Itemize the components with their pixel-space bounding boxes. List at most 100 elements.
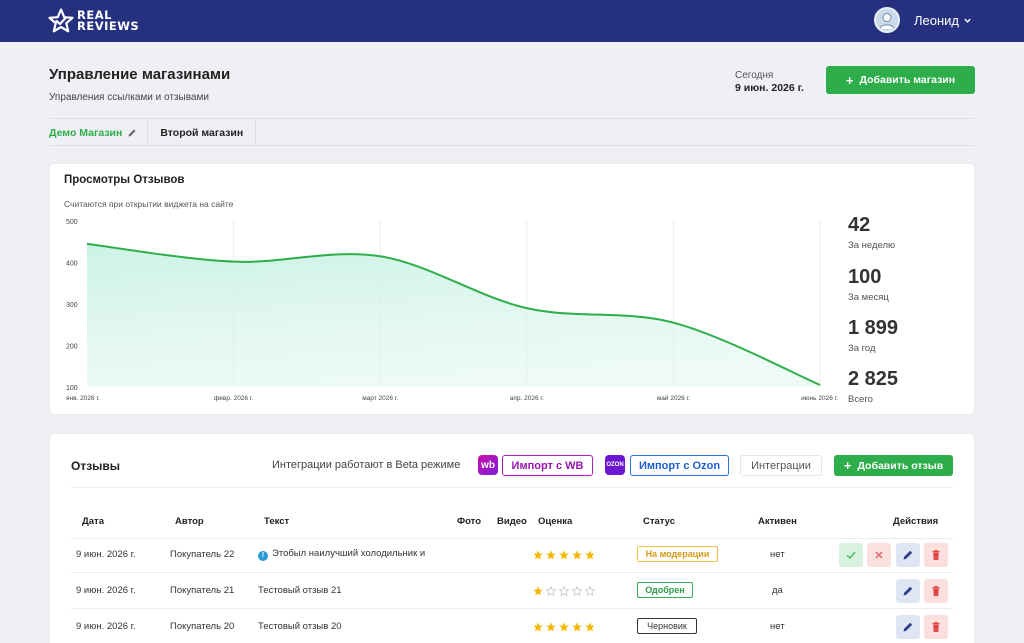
star-empty-icon xyxy=(559,586,569,596)
star-filled-icon xyxy=(546,550,556,560)
row-active: нет xyxy=(770,549,785,560)
row-author: Покупатель 21 xyxy=(170,585,235,596)
plus-icon: + xyxy=(845,72,854,88)
tab-label: Демо Магазин xyxy=(49,126,123,139)
stat-total-value: 2 825 xyxy=(848,368,899,390)
trash-icon xyxy=(932,586,940,596)
stat-month-label: За месяц xyxy=(848,292,889,303)
status-badge: На модерации xyxy=(637,546,718,562)
y-tick-label: 300 xyxy=(66,302,78,309)
row-text[interactable]: ! Этобыл наилучший холодильник и xyxy=(258,548,425,561)
views-card: Просмотры Отзывов Считаются при открытии… xyxy=(50,164,974,414)
stat-week-label: За неделю xyxy=(848,240,896,251)
top-bar: REAL REVIEWS Леонид xyxy=(0,0,1024,42)
col-active[interactable]: Активен xyxy=(758,516,797,527)
check-icon xyxy=(846,551,856,560)
star-filled-icon xyxy=(585,550,595,560)
logo[interactable]: REAL REVIEWS xyxy=(48,8,139,34)
tab-second-store[interactable]: Второй магазин xyxy=(148,119,257,146)
row-active: да xyxy=(772,585,783,596)
row-text[interactable]: Тестовый отзыв 20 xyxy=(258,621,342,632)
reject-button[interactable] xyxy=(867,543,891,567)
views-subtitle: Считаются при открытии виджета на сайте xyxy=(64,199,234,209)
row-divider xyxy=(71,608,953,609)
stat-year-label: За год xyxy=(848,343,876,354)
row-author: Покупатель 20 xyxy=(170,621,235,632)
integrations-button[interactable]: Интеграции xyxy=(740,455,822,476)
star-filled-icon xyxy=(572,550,582,560)
edit-button[interactable] xyxy=(896,543,920,567)
tab-demo-store[interactable]: Демо Магазин xyxy=(49,119,149,146)
plus-icon: + xyxy=(843,458,852,473)
x-tick-label: май 2026 г. xyxy=(657,394,690,402)
status-badge: Одобрен xyxy=(637,582,693,598)
approve-button[interactable] xyxy=(839,543,863,567)
row-divider xyxy=(71,538,953,539)
rating-stars xyxy=(533,622,598,632)
star-filled-icon xyxy=(533,586,543,596)
delete-button[interactable] xyxy=(924,615,948,639)
row-date: 9 июн. 2026 г. xyxy=(76,549,136,560)
trash-icon xyxy=(932,622,940,632)
rating-stars xyxy=(533,586,598,596)
rating-stars xyxy=(533,550,598,560)
avatar xyxy=(873,7,900,33)
x-tick-label: июнь 2026 г. xyxy=(801,395,838,402)
star-logo-icon xyxy=(48,8,74,33)
delete-button[interactable] xyxy=(924,543,948,567)
info-icon[interactable]: ! xyxy=(258,551,268,561)
col-video[interactable]: Видео xyxy=(497,516,527,527)
logo-text: REAL REVIEWS xyxy=(77,8,140,33)
row-text[interactable]: Тестовый отзыв 21 xyxy=(258,585,342,596)
row-date: 9 июн. 2026 г. xyxy=(76,585,136,596)
views-title: Просмотры Отзывов xyxy=(64,174,185,186)
row-date: 9 июн. 2026 г. xyxy=(76,621,136,632)
trash-icon xyxy=(932,550,940,560)
user-menu[interactable]: Леонид xyxy=(873,7,972,33)
star-filled-icon xyxy=(533,622,543,632)
col-status[interactable]: Статус xyxy=(643,516,676,527)
col-photo[interactable]: Фото xyxy=(457,516,482,527)
chevron-down-icon[interactable] xyxy=(963,16,972,25)
today-label: Сегодня xyxy=(735,70,774,81)
user-name[interactable]: Леонид xyxy=(913,12,959,28)
pencil-icon xyxy=(903,586,913,596)
page-subtitle: Управления ссылками и отзывами xyxy=(49,92,209,103)
x-tick-label: март 2026 г. xyxy=(362,395,398,402)
store-tabs: Демо Магазин Второй магазин xyxy=(49,118,975,146)
star-empty-icon xyxy=(585,586,595,596)
row-text-value: Этобыл наилучший холодильник и xyxy=(272,548,426,559)
y-tick-label: 100 xyxy=(66,385,78,392)
star-filled-icon xyxy=(572,622,582,632)
beta-note: Интеграции работают в Beta режиме xyxy=(272,459,461,471)
divider xyxy=(71,487,953,488)
import-wb-button[interactable]: Импорт с WB xyxy=(502,455,593,476)
stat-year-value: 1 899 xyxy=(848,317,899,339)
col-text[interactable]: Текст xyxy=(264,516,290,527)
ozon-logo: OZON xyxy=(605,455,625,475)
stat-week-value: 42 xyxy=(848,214,871,236)
add-store-label: Добавить магазин xyxy=(859,74,956,86)
add-review-button[interactable]: + Добавить отзыв xyxy=(834,455,953,476)
pencil-icon xyxy=(903,550,913,560)
y-tick-label: 500 xyxy=(66,219,78,226)
col-date[interactable]: Дата xyxy=(82,516,104,527)
chart-line xyxy=(86,242,821,386)
pencil-icon[interactable] xyxy=(127,128,137,138)
add-store-button[interactable]: + Добавить магазин xyxy=(826,66,975,94)
edit-button[interactable] xyxy=(896,615,920,639)
edit-button[interactable] xyxy=(896,579,920,603)
reviews-title: Отзывы xyxy=(71,459,121,473)
star-empty-icon xyxy=(572,586,582,596)
stat-month-value: 100 xyxy=(848,266,882,288)
star-filled-icon xyxy=(546,622,556,632)
chart-area xyxy=(87,243,820,387)
col-actions: Действия xyxy=(893,516,939,527)
star-empty-icon xyxy=(546,586,556,596)
col-rating[interactable]: Оценка xyxy=(538,516,573,527)
delete-button[interactable] xyxy=(924,579,948,603)
status-badge: Черновик xyxy=(637,618,697,634)
close-icon xyxy=(875,551,883,559)
col-author[interactable]: Автор xyxy=(175,516,204,527)
import-ozon-button[interactable]: Импорт с Ozon xyxy=(630,455,729,476)
